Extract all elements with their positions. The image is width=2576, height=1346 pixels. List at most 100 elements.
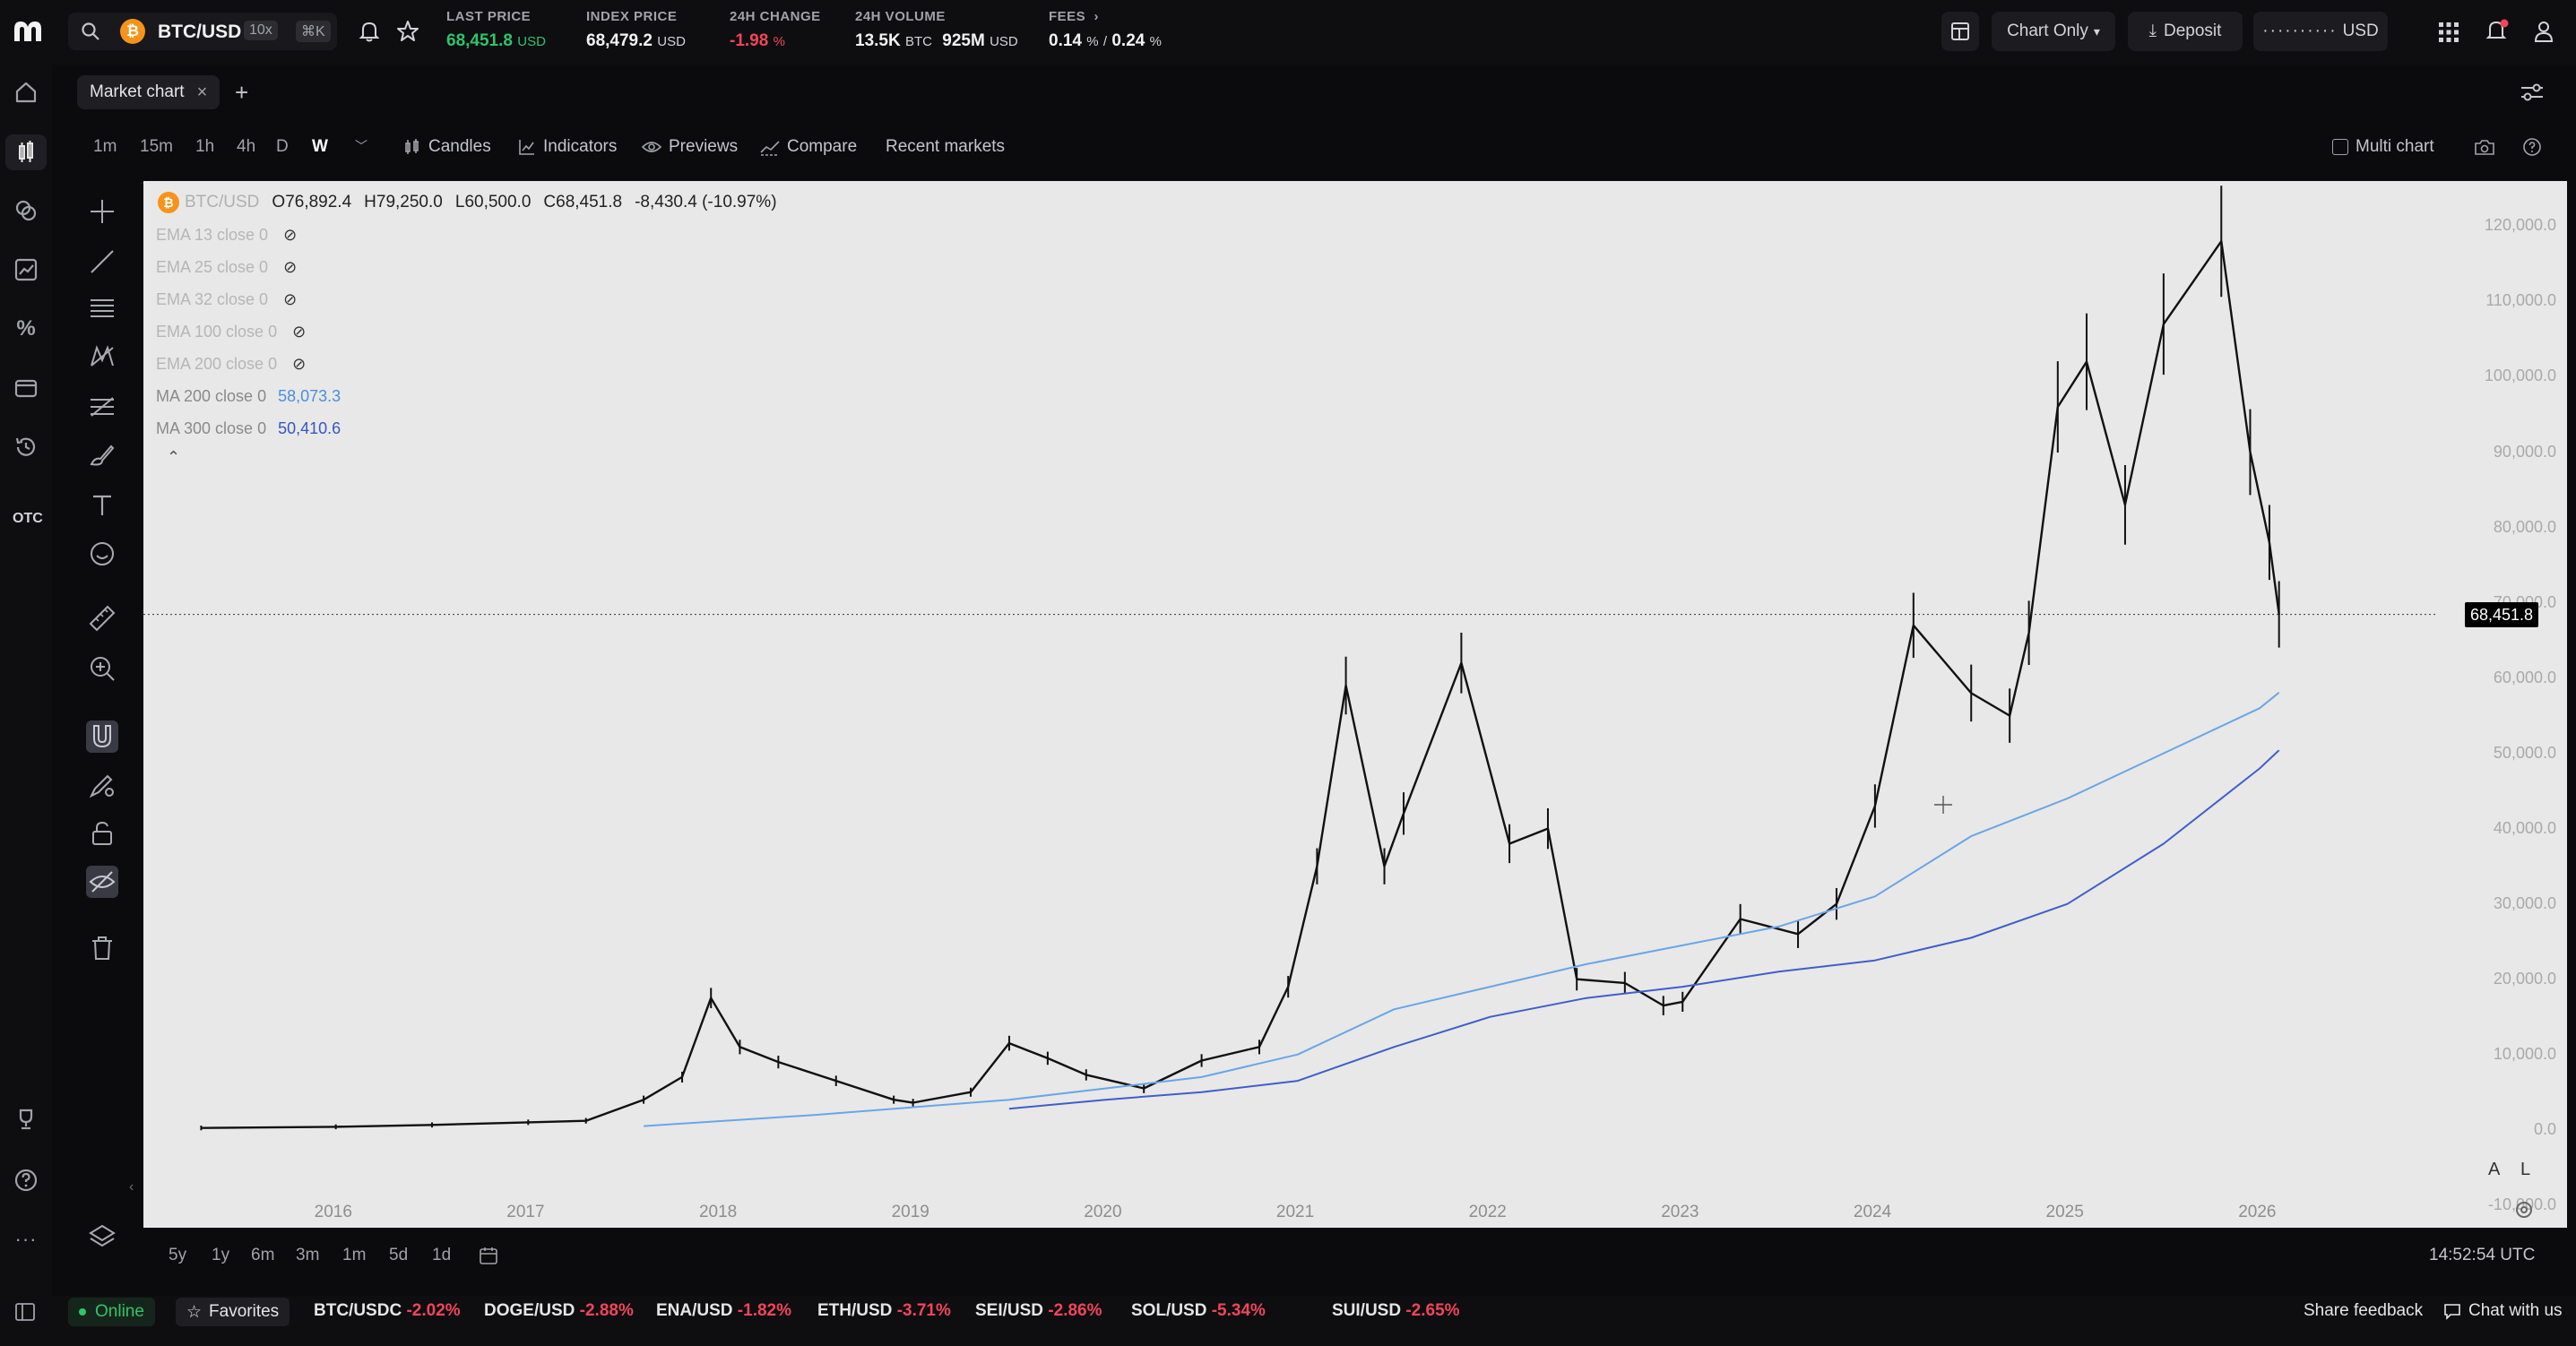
range-1m[interactable]: 1m: [342, 1246, 367, 1264]
magnet-tool-icon[interactable]: [86, 720, 118, 753]
recent-markets-button[interactable]: Recent markets: [886, 137, 1005, 157]
indicator-ema25[interactable]: EMA 25 close 0 ⊘: [156, 258, 297, 277]
range-1y[interactable]: 1y: [212, 1246, 230, 1264]
balance-display[interactable]: ·········· USD: [2253, 12, 2388, 51]
trophy-icon[interactable]: [13, 1106, 39, 1133]
chart-help-icon[interactable]: [2522, 137, 2542, 157]
hide-drawings-tool-icon[interactable]: [86, 866, 118, 898]
stay-drawing-tool-icon[interactable]: [86, 769, 118, 801]
close-icon[interactable]: ×: [196, 82, 208, 102]
settings-sliders-icon[interactable]: [2519, 81, 2546, 104]
chart-mode-dropdown[interactable]: Chart Only ▾: [1992, 12, 2115, 51]
multi-chart-toggle[interactable]: Multi chart: [2332, 137, 2434, 157]
zoom-in-tool-icon[interactable]: [86, 652, 118, 685]
price-chart[interactable]: ₿ BTC/USD O76,892.4 H79,250.0 L60,500.0 …: [143, 181, 2567, 1228]
percent-icon[interactable]: %: [16, 316, 36, 341]
candles-button[interactable]: Candles: [403, 137, 491, 157]
favorites-button[interactable]: ☆ Favorites: [176, 1298, 290, 1326]
chart-canvas[interactable]: [143, 181, 2567, 1228]
range-5y[interactable]: 5y: [169, 1246, 187, 1264]
previews-button[interactable]: Previews: [642, 137, 738, 157]
indicator-ema32[interactable]: EMA 32 close 0 ⊘: [156, 290, 297, 309]
timeframe-1h[interactable]: 1h: [195, 137, 215, 156]
auto-scale-button[interactable]: A: [2488, 1160, 2501, 1179]
timeframe-15m[interactable]: 15m: [140, 137, 173, 156]
apps-grid-icon[interactable]: [2438, 22, 2459, 43]
notifications-icon[interactable]: [2485, 18, 2510, 43]
camera-icon[interactable]: [2474, 138, 2495, 156]
indicator-ma200[interactable]: MA 200 close 0 58,073.3: [156, 387, 341, 406]
indicator-ema200[interactable]: EMA 200 close 0 ⊘: [156, 355, 306, 374]
sidebar-toggle-icon[interactable]: [14, 1301, 36, 1323]
range-5d[interactable]: 5d: [389, 1246, 409, 1264]
fees-stat[interactable]: FEES › 0.14 % / 0.24 %: [1049, 9, 1162, 51]
share-feedback-link[interactable]: Share feedback: [2304, 1301, 2424, 1320]
eye-hidden-icon[interactable]: ⊘: [292, 355, 307, 373]
analytics-icon[interactable]: [13, 256, 39, 283]
eye-hidden-icon[interactable]: ⊘: [283, 258, 298, 276]
more-icon[interactable]: ···: [14, 1228, 38, 1250]
timeframe-4h[interactable]: 4h: [237, 137, 256, 156]
history-icon[interactable]: [13, 434, 39, 461]
layers-tool-icon[interactable]: [86, 1221, 118, 1253]
star-icon[interactable]: [396, 20, 419, 43]
log-scale-button[interactable]: L: [2520, 1160, 2531, 1179]
collapse-toolbar-icon[interactable]: ‹: [129, 1179, 134, 1195]
range-1d[interactable]: 1d: [432, 1246, 452, 1264]
indicator-ema100[interactable]: EMA 100 close 0 ⊘: [156, 323, 306, 341]
market-selector[interactable]: [68, 13, 337, 50]
pattern-tool-icon[interactable]: [86, 341, 118, 373]
range-6m[interactable]: 6m: [251, 1246, 275, 1264]
eye-hidden-icon[interactable]: ⊘: [292, 323, 307, 341]
lock-tool-icon[interactable]: [86, 817, 118, 850]
indicator-ma300[interactable]: MA 300 close 0 50,410.6: [156, 419, 341, 438]
range-3m[interactable]: 3m: [296, 1246, 320, 1264]
crosshair-tool-icon[interactable]: [86, 195, 118, 228]
ticker-item[interactable]: SOL/USD -5.34%: [1131, 1301, 1266, 1321]
portfolio-icon[interactable]: [13, 197, 39, 224]
nav-trade-active[interactable]: [5, 134, 47, 170]
logo-icon[interactable]: [13, 20, 43, 43]
collapse-legend-icon[interactable]: ⌃: [167, 448, 181, 466]
ticker-item[interactable]: ENA/USD -1.82%: [656, 1301, 791, 1321]
candles-nav-icon[interactable]: [13, 139, 39, 166]
tab-market-chart[interactable]: Market chart ×: [77, 75, 220, 109]
ruler-tool-icon[interactable]: [86, 602, 118, 634]
eye-hidden-icon[interactable]: ⊘: [283, 290, 298, 308]
ticker-item[interactable]: BTC/USDC -2.02%: [314, 1301, 461, 1321]
chart-settings-gear-icon[interactable]: [2513, 1199, 2535, 1221]
timeframe-d[interactable]: D: [276, 137, 289, 156]
calendar-range-icon[interactable]: [479, 1246, 498, 1265]
timeframe-w[interactable]: W: [312, 137, 328, 156]
pair-name[interactable]: BTC/USD: [158, 22, 242, 42]
ticker-item[interactable]: DOGE/USD -2.88%: [484, 1301, 634, 1321]
trash-tool-icon[interactable]: [86, 932, 118, 964]
timeframe-1m[interactable]: 1m: [93, 137, 117, 156]
compare-button[interactable]: Compare: [760, 137, 857, 157]
volume-usd-unit: USD: [990, 34, 1018, 49]
text-tool-icon[interactable]: [86, 489, 118, 522]
user-icon[interactable]: [2533, 20, 2554, 43]
chat-button[interactable]: Chat with us: [2443, 1301, 2563, 1321]
ticker-item[interactable]: SUI/USD -2.65%: [1332, 1301, 1460, 1321]
eye-hidden-icon[interactable]: ⊘: [283, 226, 298, 244]
home-icon[interactable]: [13, 79, 39, 106]
ticker-item[interactable]: ETH/USD -3.71%: [817, 1301, 951, 1321]
indicators-button[interactable]: Indicators: [518, 137, 617, 157]
bell-icon[interactable]: [359, 20, 380, 43]
timeframe-chevron-icon[interactable]: ﹀: [355, 139, 367, 153]
emoji-tool-icon[interactable]: [86, 538, 118, 570]
add-tab-icon[interactable]: +: [235, 79, 249, 106]
fib-tool-icon[interactable]: [86, 391, 118, 423]
search-icon[interactable]: [81, 22, 100, 41]
brush-tool-icon[interactable]: [86, 439, 118, 471]
layout-button[interactable]: [1941, 12, 1979, 51]
wallet-icon[interactable]: [13, 375, 39, 401]
trend-line-tool-icon[interactable]: [86, 246, 118, 278]
deposit-button[interactable]: ⤓ Deposit: [2128, 12, 2243, 51]
help-icon[interactable]: [13, 1167, 39, 1194]
ticker-item[interactable]: SEI/USD -2.86%: [975, 1301, 1102, 1321]
horizontal-lines-tool-icon[interactable]: [86, 292, 118, 324]
otc-nav-item[interactable]: OTC: [13, 511, 43, 526]
indicator-ema13[interactable]: EMA 13 close 0 ⊘: [156, 226, 297, 245]
